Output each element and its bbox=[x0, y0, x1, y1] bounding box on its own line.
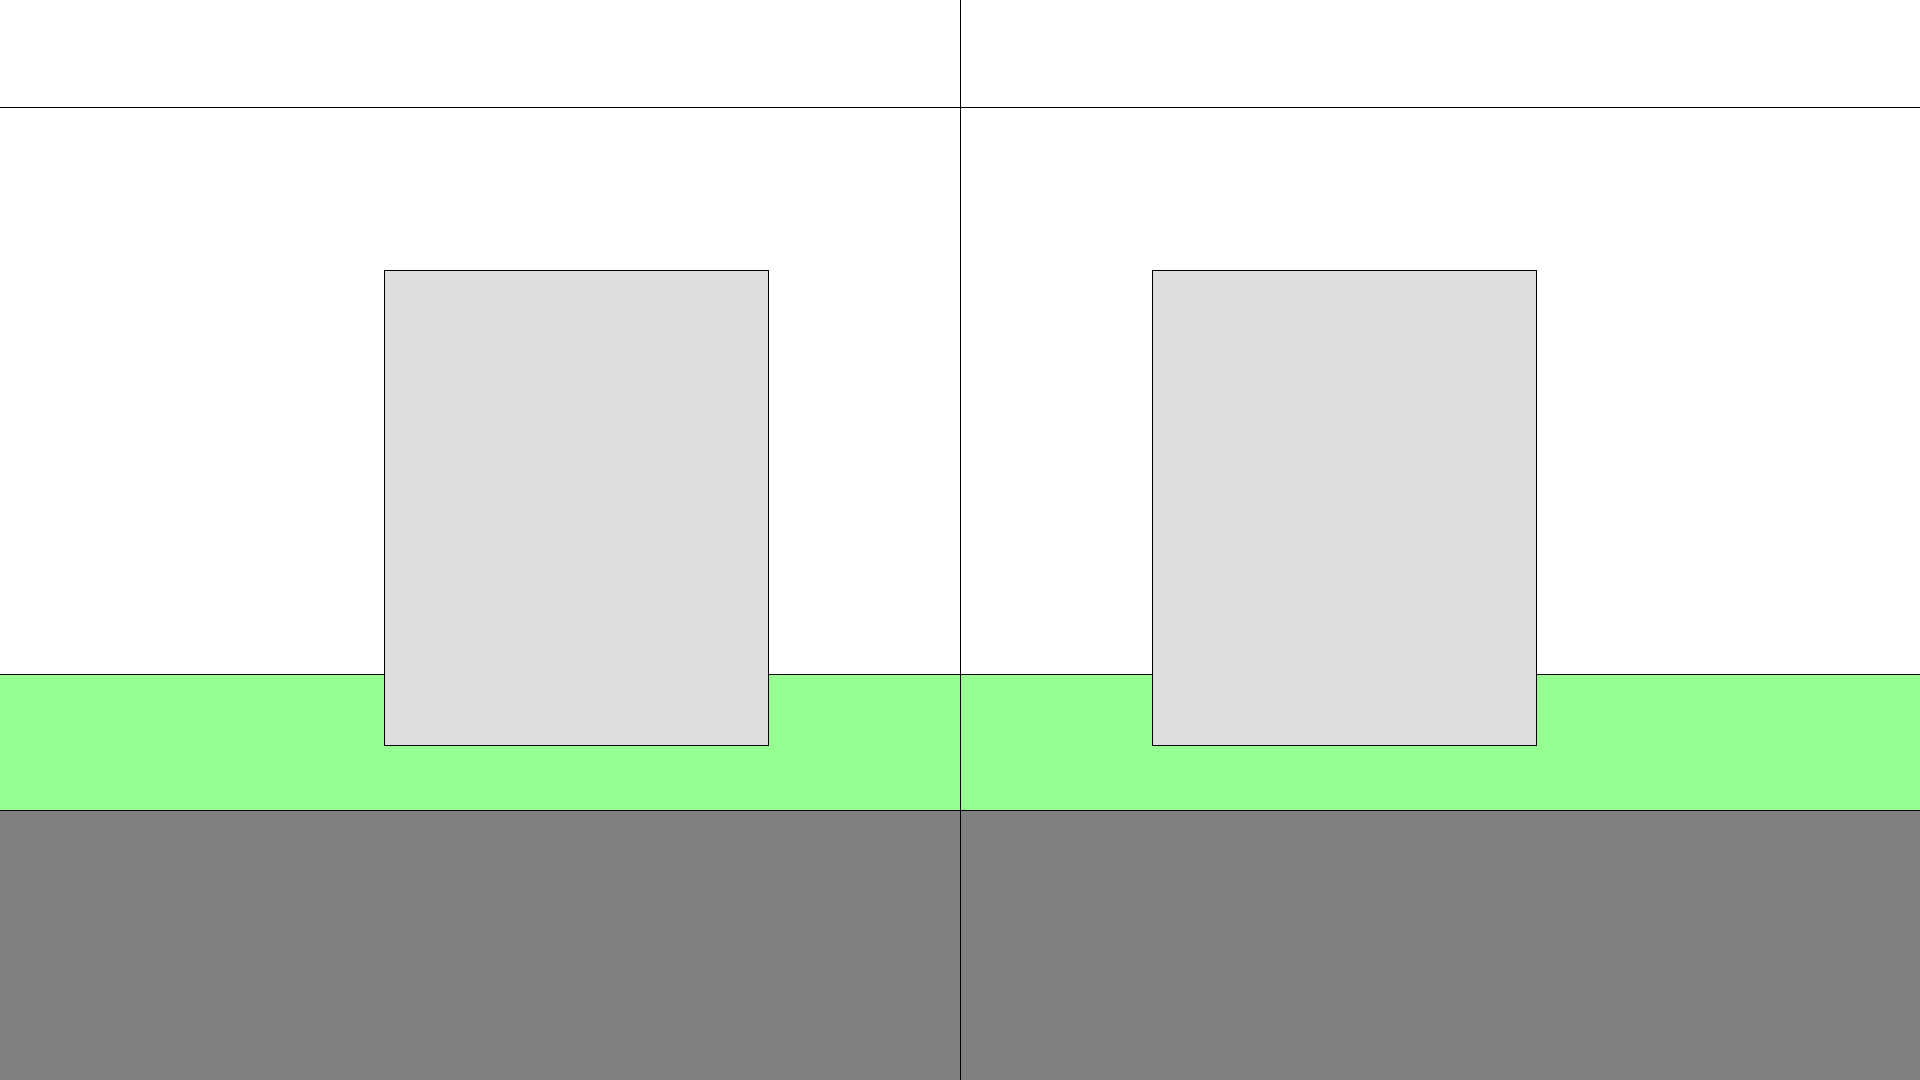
right-pane bbox=[960, 0, 1920, 1080]
gray-block-right bbox=[1152, 270, 1537, 746]
top-strip-right bbox=[960, 0, 1920, 108]
vertical-divider bbox=[960, 0, 961, 1080]
top-strip-left bbox=[0, 0, 960, 108]
gray-band-right bbox=[960, 811, 1920, 1080]
left-pane bbox=[0, 0, 960, 1080]
gray-band-left bbox=[0, 811, 960, 1080]
gray-block-left bbox=[384, 270, 769, 746]
